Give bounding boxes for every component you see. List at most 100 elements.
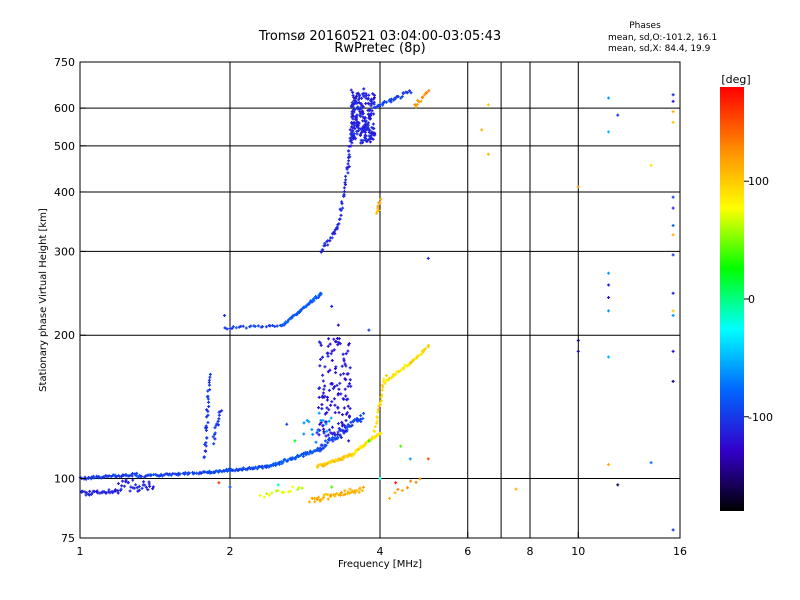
echo-point bbox=[116, 482, 120, 486]
echo-point bbox=[305, 450, 309, 454]
echo-point bbox=[302, 451, 306, 455]
echo-point bbox=[329, 352, 333, 356]
echo-point bbox=[356, 447, 360, 451]
echo-point bbox=[311, 432, 315, 436]
echo-point bbox=[403, 363, 407, 367]
echo-point bbox=[355, 116, 359, 120]
echo-point bbox=[671, 93, 675, 97]
echo-point bbox=[376, 204, 380, 208]
echo-point bbox=[427, 343, 431, 347]
echo-point bbox=[208, 375, 212, 379]
echo-point bbox=[104, 491, 108, 495]
echo-point bbox=[213, 426, 217, 430]
x-tick-label: 4 bbox=[377, 545, 384, 558]
echo-point bbox=[215, 422, 219, 426]
echo-point bbox=[336, 422, 340, 426]
echo-point bbox=[206, 413, 210, 417]
echo-point bbox=[342, 397, 346, 401]
echo-point bbox=[393, 491, 397, 495]
echo-point bbox=[380, 388, 384, 392]
echo-point bbox=[372, 112, 376, 116]
echo-point bbox=[345, 411, 349, 415]
y-axis-label: Stationary phase Virtual Height [km] bbox=[38, 208, 49, 392]
echo-point bbox=[412, 357, 416, 361]
echo-point bbox=[213, 431, 217, 435]
y-tick-label: 600 bbox=[54, 102, 75, 115]
echo-point bbox=[396, 94, 400, 98]
echo-point bbox=[327, 388, 331, 392]
echo-point bbox=[332, 337, 336, 341]
colorbar-gradient bbox=[720, 87, 744, 511]
echo-point bbox=[300, 486, 304, 490]
echo-point bbox=[376, 408, 380, 412]
echo-point bbox=[348, 155, 352, 159]
echo-point bbox=[327, 428, 331, 432]
echo-point bbox=[365, 140, 369, 144]
echo-point bbox=[313, 500, 317, 504]
echo-point bbox=[366, 123, 370, 127]
echo-point bbox=[367, 134, 371, 138]
echo-point bbox=[380, 383, 384, 387]
echo-point bbox=[420, 352, 424, 356]
echo-point bbox=[310, 428, 314, 432]
echo-point bbox=[207, 405, 211, 409]
echo-point bbox=[270, 491, 274, 495]
echo-point bbox=[339, 493, 343, 497]
echo-point bbox=[346, 349, 350, 353]
echo-point bbox=[350, 122, 354, 126]
echo-point bbox=[353, 126, 357, 130]
echo-point bbox=[359, 417, 363, 421]
echo-point bbox=[348, 366, 352, 370]
echo-point bbox=[372, 97, 376, 101]
echo-point bbox=[85, 491, 89, 495]
echo-point bbox=[327, 408, 331, 412]
echo-point bbox=[607, 96, 611, 100]
echo-point bbox=[405, 486, 409, 490]
echo-point bbox=[342, 190, 346, 194]
echo-point bbox=[377, 404, 381, 408]
echo-point bbox=[364, 124, 368, 128]
echo-point bbox=[343, 424, 347, 428]
echo-point bbox=[325, 429, 329, 433]
echo-point bbox=[178, 472, 182, 476]
echo-point bbox=[671, 379, 675, 383]
echo-point bbox=[342, 192, 346, 196]
echo-point bbox=[343, 387, 347, 391]
echo-point bbox=[183, 471, 187, 475]
echo-point bbox=[344, 174, 348, 178]
echo-point bbox=[399, 96, 403, 100]
echo-point bbox=[344, 352, 348, 356]
echo-point bbox=[291, 456, 295, 460]
echo-point bbox=[230, 327, 234, 331]
echo-point bbox=[317, 293, 321, 297]
echo-point bbox=[317, 411, 321, 415]
echo-point bbox=[350, 423, 354, 427]
echo-point bbox=[305, 418, 309, 422]
echo-point bbox=[311, 297, 315, 301]
echo-point bbox=[358, 106, 362, 110]
echo-point bbox=[302, 306, 306, 309]
echo-point bbox=[323, 439, 327, 443]
echo-point bbox=[347, 414, 351, 418]
echo-point bbox=[400, 488, 404, 492]
echo-point bbox=[321, 391, 325, 395]
echo-point bbox=[671, 99, 675, 103]
echo-point bbox=[204, 428, 208, 432]
echo-point bbox=[121, 479, 125, 483]
echo-point bbox=[349, 420, 353, 424]
echo-point bbox=[120, 484, 124, 488]
echo-point bbox=[421, 350, 425, 354]
echo-point bbox=[330, 236, 334, 240]
echo-point bbox=[361, 105, 365, 109]
echo-point bbox=[223, 314, 227, 318]
echo-point bbox=[371, 122, 375, 126]
echo-point bbox=[202, 456, 206, 460]
echo-point bbox=[397, 370, 401, 374]
echo-point bbox=[211, 435, 215, 439]
echo-point bbox=[234, 326, 238, 330]
echo-point bbox=[223, 326, 227, 330]
echo-point bbox=[333, 228, 337, 232]
echo-point bbox=[347, 342, 351, 346]
x-tick-label: 16 bbox=[673, 545, 687, 558]
echo-point bbox=[339, 491, 343, 495]
